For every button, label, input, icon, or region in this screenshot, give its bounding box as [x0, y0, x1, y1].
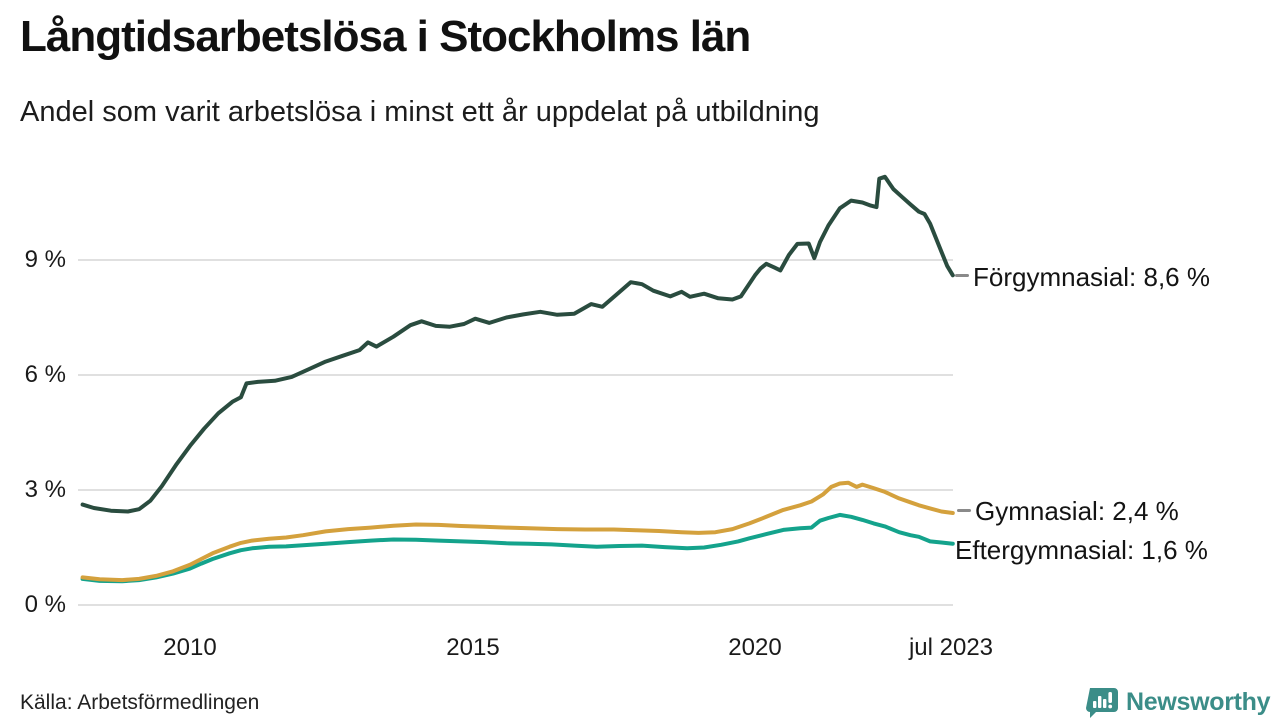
y-tick-0: 0 % — [24, 591, 66, 618]
label-tick-forgymnasial — [955, 274, 969, 277]
page-subtitle: Andel som varit arbetslösa i minst ett å… — [20, 96, 820, 128]
x-tick-2010: 2010 — [163, 634, 217, 661]
y-tick-9: 9 % — [24, 246, 66, 273]
x-tick-jul-2023: jul 2023 — [908, 634, 994, 661]
line-gymnasial — [80, 480, 955, 583]
line-förgymnasial — [80, 174, 955, 514]
y-tick-3: 3 % — [24, 476, 66, 503]
x-tick-2020: 2020 — [728, 634, 782, 661]
y-tick-6: 6 % — [24, 361, 66, 388]
line-eftergymnasial — [80, 512, 955, 584]
label-tick-gymnasial — [957, 509, 971, 512]
series-label-eftergymnasial: Eftergymnasial: 1,6 % — [955, 535, 1208, 565]
series-label-gymnasial: Gymnasial: 2,4 % — [975, 496, 1179, 526]
brand-logo: Newsworthy — [1086, 686, 1271, 718]
source-note: Källa: Arbetsförmedlingen — [20, 691, 260, 714]
newsworthy-icon — [1086, 686, 1118, 718]
x-tick-2015: 2015 — [446, 634, 500, 661]
series-label-forgymnasial: Förgymnasial: 8,6 % — [973, 262, 1210, 292]
page-title: Långtidsarbetslösa i Stockholms län — [20, 12, 751, 61]
brand-name: Newsworthy — [1126, 687, 1271, 716]
